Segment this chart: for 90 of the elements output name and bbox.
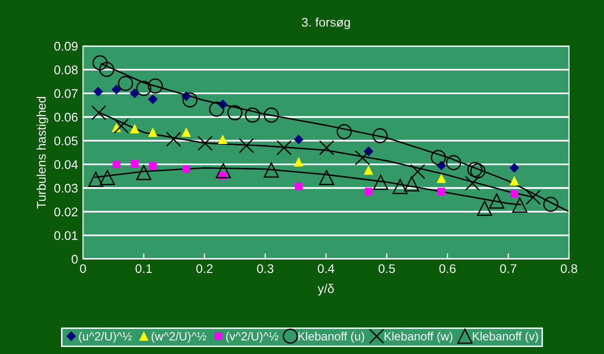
point bbox=[436, 174, 446, 184]
y-tick-label: 0.05 bbox=[54, 136, 78, 146]
point bbox=[404, 176, 420, 192]
point bbox=[182, 92, 198, 108]
point bbox=[476, 200, 492, 216]
x-tick-label: 0.3 bbox=[257, 264, 274, 274]
point bbox=[216, 163, 231, 178]
point bbox=[354, 150, 370, 166]
point bbox=[319, 140, 334, 156]
point bbox=[510, 163, 520, 173]
point bbox=[136, 80, 152, 96]
point bbox=[112, 160, 120, 168]
y-tick-label: 0.07 bbox=[54, 89, 78, 98]
point bbox=[364, 166, 374, 175]
point bbox=[512, 197, 528, 213]
point bbox=[373, 174, 388, 190]
x-tick-label: 0.6 bbox=[439, 264, 456, 274]
point bbox=[430, 150, 446, 166]
point bbox=[88, 172, 104, 187]
y-tick-label: 0.09 bbox=[54, 42, 78, 51]
point bbox=[244, 108, 260, 123]
point bbox=[198, 136, 213, 151]
point bbox=[446, 155, 462, 170]
point bbox=[464, 176, 480, 191]
chart-title: 3. forsøg bbox=[302, 18, 350, 30]
point bbox=[118, 76, 134, 91]
y-tick-label: 0.08 bbox=[54, 65, 78, 74]
point bbox=[294, 134, 304, 144]
x-tick-label: 0.7 bbox=[500, 264, 516, 274]
legend-label: (u^2/U)^½ bbox=[79, 332, 132, 343]
y-tick-label: 0.01 bbox=[54, 231, 78, 240]
x-tick-label: 0.1 bbox=[136, 264, 152, 274]
point bbox=[294, 157, 304, 166]
x-tick-label: 0 bbox=[80, 264, 86, 274]
point bbox=[149, 162, 157, 170]
point bbox=[100, 170, 115, 186]
x-axis-title: y/δ bbox=[318, 284, 334, 296]
point bbox=[182, 128, 191, 137]
point bbox=[136, 165, 152, 180]
x-tick-label: 0.5 bbox=[378, 264, 395, 274]
point bbox=[438, 188, 446, 196]
y-tick-label: 0 bbox=[72, 254, 78, 264]
point bbox=[410, 164, 426, 180]
point bbox=[510, 190, 518, 198]
legend-label: (v^2/U)^½ bbox=[226, 332, 278, 343]
y-axis-title: Turbulens hastighed bbox=[36, 96, 48, 209]
point bbox=[182, 165, 190, 173]
point bbox=[99, 62, 114, 77]
x-tick-label: 0.2 bbox=[196, 264, 213, 274]
x-tick-label: 0.4 bbox=[318, 264, 334, 274]
legend-label: Klebanoff (v) bbox=[472, 332, 538, 343]
point bbox=[92, 55, 108, 70]
point bbox=[227, 105, 242, 120]
point bbox=[372, 128, 388, 144]
point bbox=[148, 94, 158, 104]
y-tick-label: 0.02 bbox=[54, 207, 78, 216]
point bbox=[543, 196, 558, 212]
point bbox=[510, 176, 519, 186]
point bbox=[148, 128, 158, 137]
point bbox=[319, 170, 334, 186]
point bbox=[238, 138, 254, 154]
y-tick-label: 0.06 bbox=[54, 112, 78, 122]
legend-label: (w^2/U)^½ bbox=[152, 332, 206, 343]
point bbox=[114, 118, 129, 134]
point bbox=[364, 188, 372, 196]
y-tick-label: 0.03 bbox=[54, 184, 78, 193]
point bbox=[264, 108, 279, 123]
point bbox=[264, 162, 279, 178]
point bbox=[526, 190, 541, 205]
point bbox=[276, 140, 292, 156]
point bbox=[209, 102, 224, 117]
legend-label: Klebanoff (u) bbox=[298, 332, 364, 343]
point bbox=[93, 86, 103, 96]
point bbox=[130, 160, 138, 168]
point bbox=[130, 124, 140, 134]
point bbox=[218, 134, 228, 144]
point bbox=[467, 162, 482, 178]
point bbox=[148, 78, 163, 94]
point bbox=[392, 179, 408, 194]
legend-label: Klebanoff (w) bbox=[384, 332, 452, 343]
point bbox=[112, 84, 122, 94]
point bbox=[91, 105, 106, 120]
x-tick-label: 0.8 bbox=[560, 264, 578, 274]
y-tick-label: 0.04 bbox=[54, 160, 78, 169]
point bbox=[470, 163, 486, 179]
point bbox=[130, 88, 140, 98]
point bbox=[166, 132, 182, 147]
point bbox=[336, 124, 352, 140]
point bbox=[294, 182, 302, 190]
point bbox=[489, 193, 504, 209]
